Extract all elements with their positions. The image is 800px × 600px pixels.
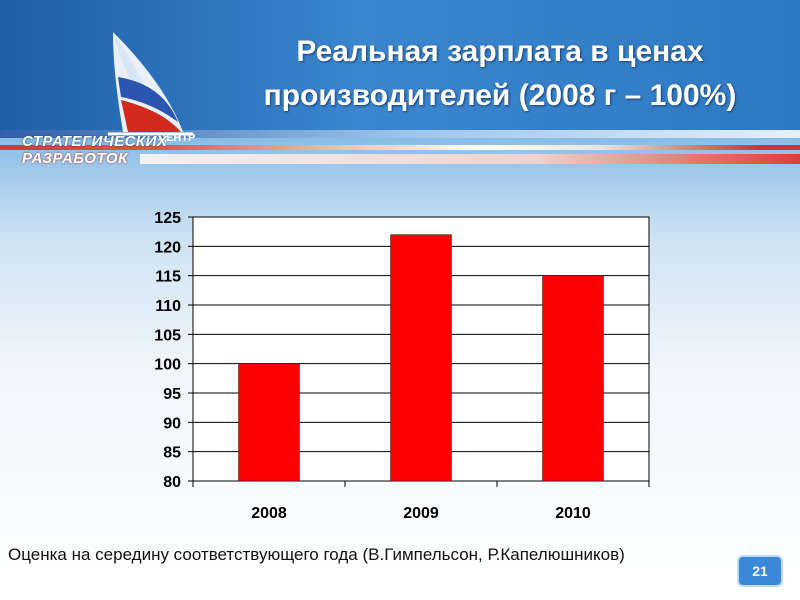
y-tick-label: 110 xyxy=(155,298,181,315)
y-tick-label: 115 xyxy=(155,269,181,286)
y-tick-label: 85 xyxy=(163,445,181,462)
logo-center-word: ЦЕНТР xyxy=(158,132,196,144)
y-tick-label: 95 xyxy=(163,386,181,403)
slide-title: Реальная зарплата в ценах производителей… xyxy=(210,30,790,118)
sail-icon xyxy=(108,32,193,136)
bar-2009 xyxy=(390,234,452,482)
y-tick-label: 125 xyxy=(154,210,181,227)
bar-2010 xyxy=(542,275,604,482)
y-tick-label: 90 xyxy=(163,415,181,432)
y-tick-label: 80 xyxy=(163,474,181,491)
decor-stripe-blue xyxy=(0,130,800,138)
y-tick-label: 120 xyxy=(154,239,181,256)
y-tick-label: 105 xyxy=(154,327,181,344)
slide-title-line1: Реальная зарплата в ценах xyxy=(296,35,704,68)
x-tick-label: 2010 xyxy=(555,505,591,522)
logo-text-line1: СТРАТЕГИЧЕСКИХ xyxy=(22,133,168,150)
decor-stripe-light xyxy=(140,154,800,164)
page-number-badge: 21 xyxy=(737,555,783,587)
source-footnote: Оценка на середину соответствующего года… xyxy=(8,545,625,564)
logo-text-line2: РАЗРАБОТОК xyxy=(22,150,128,167)
y-tick-label: 100 xyxy=(154,357,181,374)
x-tick-label: 2009 xyxy=(403,505,439,522)
bar-2008 xyxy=(238,363,300,482)
center-logo: ЦЕНТР xyxy=(18,22,208,167)
decor-stripe-red xyxy=(0,145,800,150)
x-tick-label: 2008 xyxy=(251,505,287,522)
slide-title-line2: производителей (2008 г – 100%) xyxy=(263,79,737,112)
